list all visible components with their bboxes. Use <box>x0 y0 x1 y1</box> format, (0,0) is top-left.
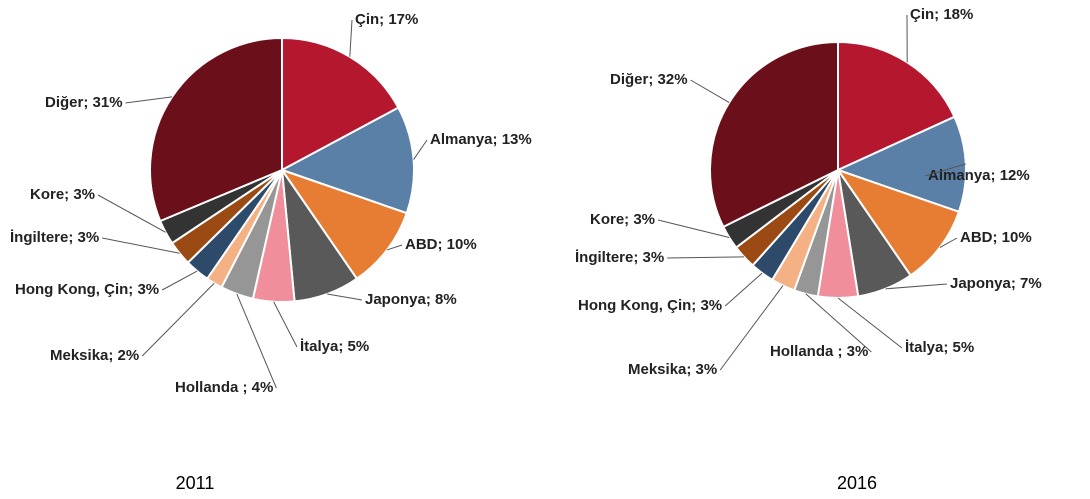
data-label: Hollanda ; 3% <box>770 343 868 360</box>
leader-line <box>97 194 166 233</box>
leader-line <box>805 293 872 353</box>
leader-line <box>939 237 958 248</box>
leader-line <box>657 219 730 238</box>
chart-title: 2016 <box>837 473 877 493</box>
data-label: İtalya; 5% <box>905 339 974 356</box>
pie-slice <box>279 168 409 281</box>
data-label: Çin; 17% <box>355 11 418 28</box>
leader-line <box>837 297 903 349</box>
data-label: Diğer; 31% <box>45 94 123 111</box>
data-label: İngiltere; 3% <box>575 249 664 266</box>
leader-line <box>102 237 180 254</box>
data-label: Hong Kong, Çin; 3% <box>578 297 722 314</box>
leader-line <box>386 244 403 251</box>
data-label: Japonya; 7% <box>950 275 1042 292</box>
data-label: Hong Kong, Çin; 3% <box>15 281 159 298</box>
data-label: Meksika; 3% <box>628 361 717 378</box>
data-label: Hollanda ; 4% <box>175 379 273 396</box>
pie-slice <box>837 40 956 172</box>
leader-line <box>667 256 744 259</box>
leader-line <box>141 282 215 357</box>
data-label: Japonya; 8% <box>365 291 457 308</box>
data-label: İtalya; 5% <box>300 338 369 355</box>
data-label: Almanya; 12% <box>928 167 1030 184</box>
leader-line <box>885 283 948 290</box>
data-label: Kore; 3% <box>590 211 655 228</box>
leader-line <box>125 96 173 104</box>
data-label: İngiltere; 3% <box>10 229 99 246</box>
data-label: Kore; 3% <box>30 186 95 203</box>
leader-line <box>236 293 277 389</box>
data-label: Diğer; 32% <box>610 71 688 88</box>
pie-slice <box>281 36 400 172</box>
data-label: ABD; 10% <box>405 236 477 253</box>
chart-title: 2011 <box>176 473 215 493</box>
pie-slice <box>835 168 961 277</box>
data-label: Almanya; 13% <box>430 131 532 148</box>
leader-line <box>327 293 363 301</box>
leader-line <box>924 163 966 177</box>
leader-line <box>273 301 298 348</box>
data-label: ABD; 10% <box>960 229 1032 246</box>
leader-line <box>413 139 428 160</box>
leader-line <box>690 79 730 103</box>
leader-line <box>724 272 763 307</box>
data-label: Çin; 18% <box>910 6 973 23</box>
leader-line <box>349 19 353 57</box>
leader-line <box>719 285 784 371</box>
data-label: Meksika; 2% <box>50 347 139 364</box>
leader-line <box>161 270 198 291</box>
